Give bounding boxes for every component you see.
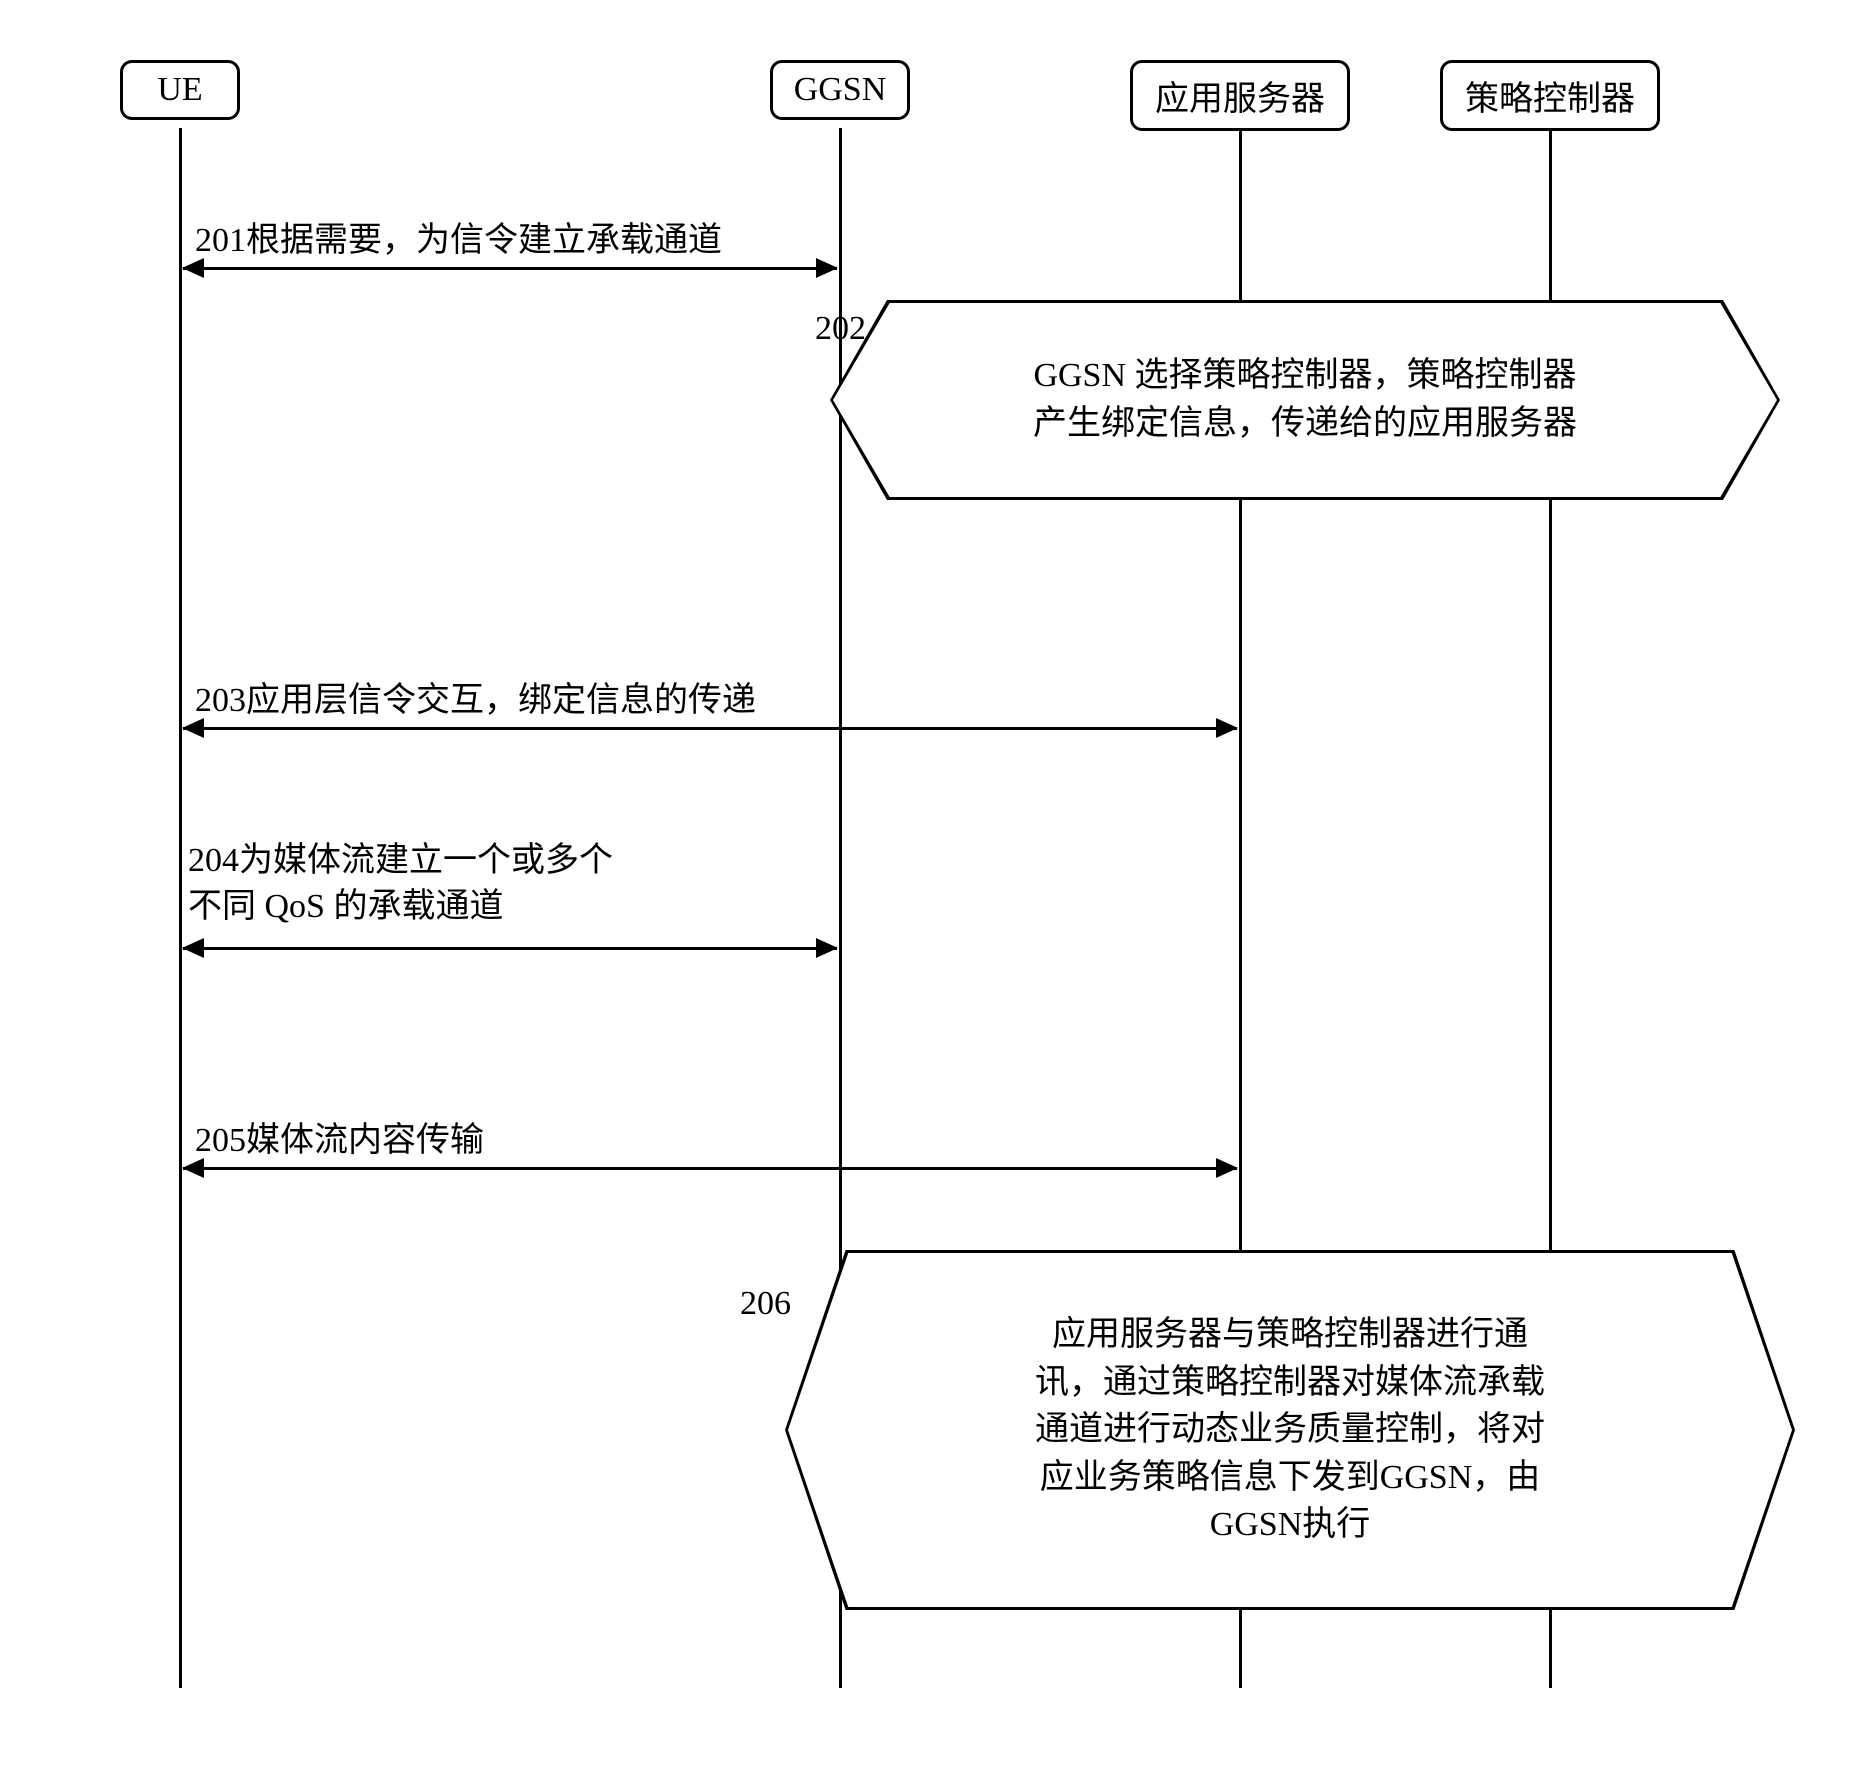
message-line-m205 — [183, 1167, 1237, 1170]
message-label-m203: 203应用层信令交互，绑定信息的传递 — [195, 678, 756, 724]
arrowhead-right-m203 — [1216, 718, 1238, 738]
participant-ue: UE — [120, 60, 240, 120]
participant-pol: 策略控制器 — [1440, 60, 1660, 131]
lifeline-ue — [179, 128, 182, 1688]
arrowhead-left-m204 — [182, 938, 204, 958]
note-n206: 应用服务器与策略控制器进行通 讯，通过策略控制器对媒体流承载 通道进行动态业务质… — [788, 1253, 1792, 1607]
note-step-n202: 202 — [815, 310, 866, 348]
arrowhead-right-m205 — [1216, 1158, 1238, 1178]
message-label-m201: 201根据需要，为信令建立承载通道 — [195, 218, 722, 264]
message-label-m204: 204为媒体流建立一个或多个 不同 QoS 的承载通道 — [188, 838, 613, 930]
message-line-m204 — [183, 947, 837, 950]
arrowhead-right-m201 — [816, 258, 838, 278]
note-n202: GGSN 选择策略控制器，策略控制器 产生绑定信息，传递给的应用服务器 — [833, 303, 1777, 497]
participant-ggsn: GGSN — [770, 60, 910, 120]
participant-app: 应用服务器 — [1130, 60, 1350, 131]
note-step-n206: 206 — [740, 1285, 791, 1323]
message-line-m201 — [183, 267, 837, 270]
arrowhead-right-m204 — [816, 938, 838, 958]
message-label-m205: 205媒体流内容传输 — [195, 1118, 484, 1164]
message-line-m203 — [183, 727, 1237, 730]
